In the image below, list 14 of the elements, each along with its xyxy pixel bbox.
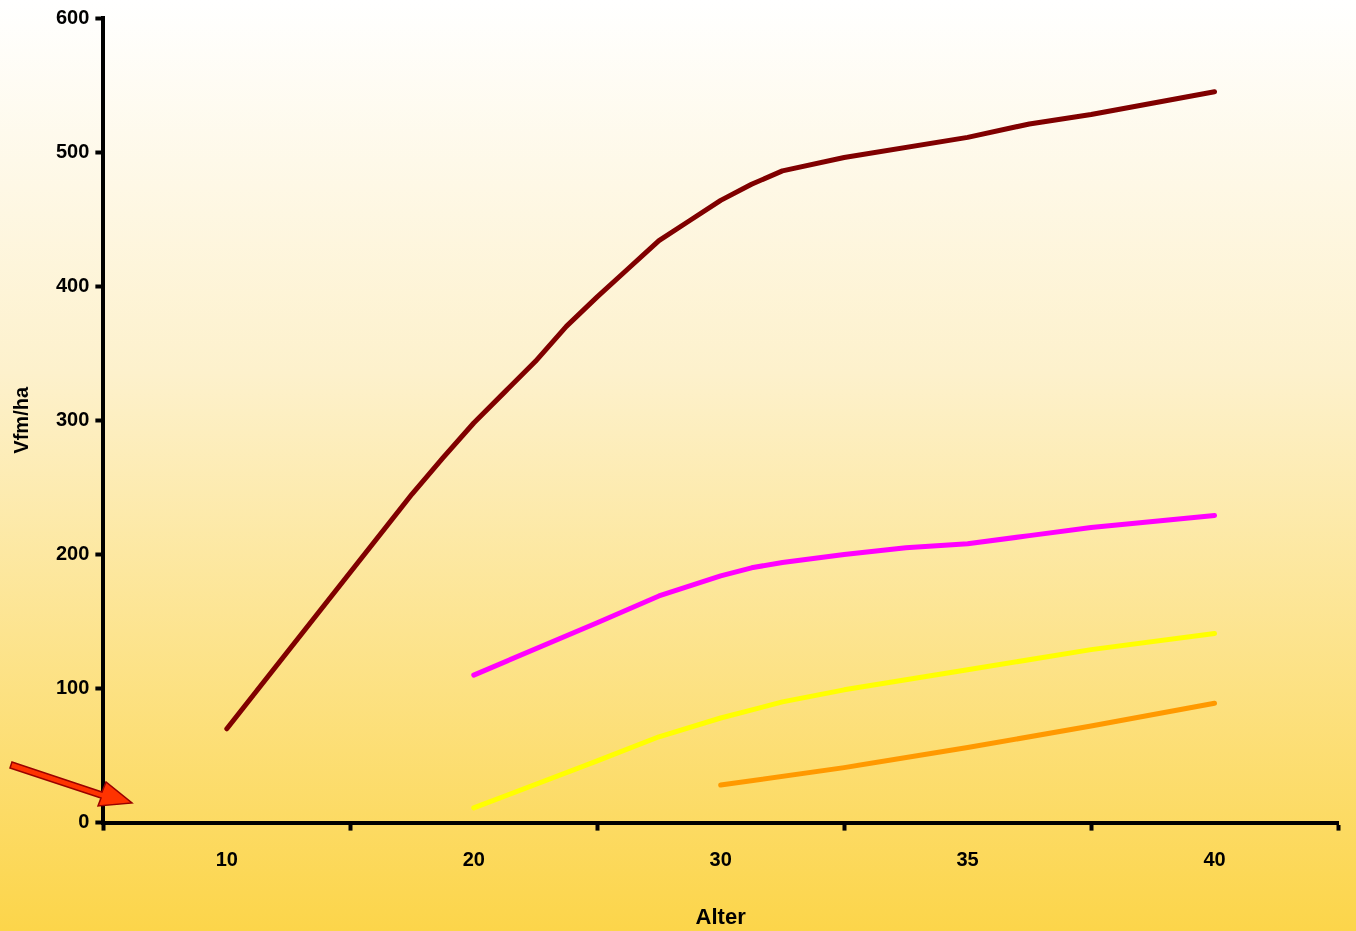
y-tick-label: 400 <box>55 273 90 296</box>
y-tick-label: 500 <box>55 139 90 162</box>
x-tick-label: 10 <box>215 848 238 871</box>
y-tick-label: 100 <box>55 676 90 699</box>
x-tick-label: 20 <box>462 848 485 871</box>
y-tick-label: 300 <box>55 407 90 430</box>
x-axis-title: Alter <box>695 903 747 929</box>
x-tick-label: 40 <box>1203 848 1226 871</box>
x-tick-label: 30 <box>709 848 732 871</box>
x-tick-label: 35 <box>956 848 979 871</box>
y-axis-title: Vfm/ha <box>9 386 32 454</box>
y-tick-label: 200 <box>55 541 90 564</box>
y-tick-label: 0 <box>78 810 90 833</box>
y-tick-label: 600 <box>55 5 90 28</box>
